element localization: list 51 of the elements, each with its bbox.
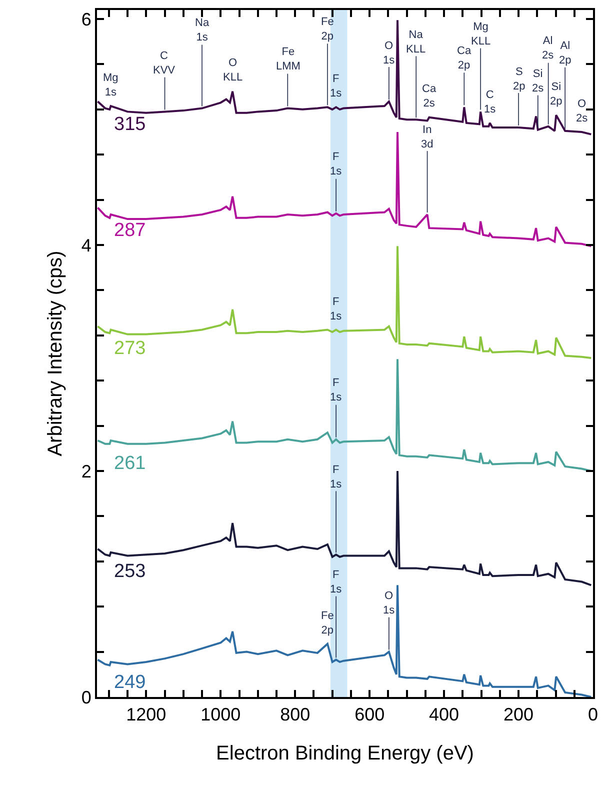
x-tick-label: 800 [280,704,310,725]
line-series [97,19,592,136]
annotation: F 1s [330,377,342,404]
line-series [97,131,592,248]
y-tick-label: 4 [81,235,92,256]
annotation: F 1s [330,569,342,596]
series-label: 315 [114,114,146,135]
annotation: Na KLL [406,29,426,56]
annotation: F 1s [330,151,342,178]
annotation: O 1s [383,40,396,66]
annotation: F 1s [330,73,342,100]
annotation: C KVV [153,50,176,76]
annotation: Mg KLL [471,21,491,48]
annotation: Fe 2p [321,16,334,42]
annotation: C 1s [484,89,496,116]
annotation: Fe 2p [321,610,334,636]
series-label: 249 [114,672,146,693]
series-label: 261 [114,453,146,474]
series-label: 287 [114,220,146,241]
x-tick-label: 600 [354,704,385,725]
annotation: Na 1s [195,17,210,44]
annotation: Al 2s [542,35,554,62]
y-axis-title: Arbitrary Intensity (cps) [44,250,66,456]
x-tick-label: 0 [588,704,598,725]
annotation: Fe LMM [276,46,300,72]
y-tick-label: 6 [81,9,92,30]
annotation: Ca 2p [457,45,472,72]
y-tick-label: 2 [81,461,92,482]
annotation: In 3d [421,124,434,150]
y-tick-label: 0 [81,687,92,708]
annotation: Al 2p [559,40,572,66]
series-label: 253 [114,561,146,582]
x-tick-label: 1000 [200,704,241,725]
x-tick-label: 400 [429,704,460,725]
annotation: Mg 1s [103,72,118,98]
series-label: 273 [114,338,146,359]
annotation: F 1s [330,296,342,322]
x-tick-label: 1200 [126,704,166,725]
annotation: Si 2s [532,68,544,94]
x-axis-title: Electron Binding Energy (eV) [216,742,474,765]
annotation: O 1s [383,590,396,616]
annotation: Ca 2s [422,83,437,110]
annotation: O KLL [223,57,243,84]
x-tick-label: 200 [504,704,534,725]
annotation: F 1s [330,464,342,490]
annotation: S 2p [513,66,526,92]
line-series [97,358,592,472]
annotation: Si 2p [550,81,562,108]
line-series [97,584,592,697]
annotation: O 2s [576,98,588,124]
line-series [97,245,592,360]
